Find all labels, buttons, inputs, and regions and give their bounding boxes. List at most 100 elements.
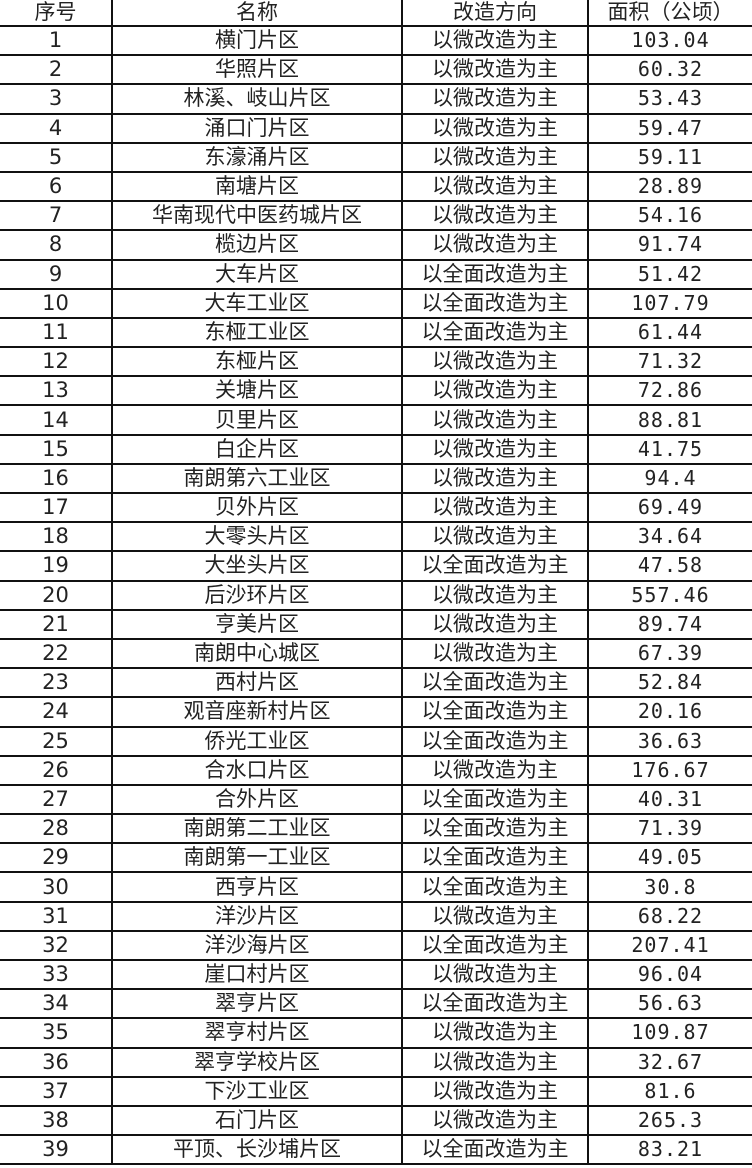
cell-name: 东桠片区 [111, 346, 403, 378]
cell-index: 17 [0, 491, 113, 524]
cell-area: 54.16 [587, 200, 752, 232]
table-row: 26 合水口片区 以微改造为主 176.67 [0, 754, 752, 786]
cell-direction: 以全面改造为主 [401, 696, 589, 728]
table-row: 14 贝里片区 以微改造为主 88.81 [0, 404, 752, 436]
cell-name: 洋沙海片区 [111, 929, 403, 962]
cell-index: 26 [0, 754, 113, 786]
cell-direction: 以微改造为主 [401, 1104, 589, 1137]
table-row: 3 林溪、岐山片区 以微改造为主 53.43 [0, 83, 752, 115]
table-row: 30 西亨片区 以全面改造为主 30.8 [0, 871, 752, 903]
cell-name: 崖口村片区 [111, 958, 403, 991]
cell-area: 81.6 [587, 1075, 752, 1107]
table-row: 15 白企片区 以微改造为主 41.75 [0, 433, 752, 465]
cell-direction: 以全面改造为主 [401, 725, 589, 757]
table-row: 37 下沙工业区 以微改造为主 81.6 [0, 1075, 752, 1107]
cell-area: 20.16 [587, 696, 752, 728]
cell-direction: 以全面改造为主 [401, 287, 589, 319]
cell-area: 59.47 [587, 112, 752, 144]
cell-direction: 以全面改造为主 [401, 813, 589, 845]
cell-name: 后沙环片区 [111, 579, 403, 611]
table-row: 36 翠亨学校片区 以微改造为主 32.67 [0, 1046, 752, 1078]
cell-index: 23 [0, 667, 113, 699]
header-name: 名称 [111, 0, 403, 27]
cell-direction: 以全面改造为主 [401, 783, 589, 816]
cell-name: 合外片区 [111, 783, 403, 816]
cell-index: 22 [0, 637, 113, 670]
table-row: 38 石门片区 以微改造为主 265.3 [0, 1104, 752, 1137]
cell-direction: 以微改造为主 [401, 141, 589, 173]
cell-direction: 以全面改造为主 [401, 871, 589, 903]
cell-name: 西亨片区 [111, 871, 403, 903]
cell-index: 5 [0, 141, 113, 173]
cell-area: 69.49 [587, 491, 752, 524]
cell-name: 涌口门片区 [111, 112, 403, 144]
cell-index: 19 [0, 550, 113, 582]
cell-index: 33 [0, 958, 113, 991]
cell-area: 67.39 [587, 637, 752, 670]
cell-direction: 以微改造为主 [401, 958, 589, 991]
cell-index: 32 [0, 929, 113, 962]
cell-index: 18 [0, 521, 113, 553]
cell-name: 大车片区 [111, 258, 403, 290]
cell-direction: 以微改造为主 [401, 54, 589, 86]
table-row: 2 华照片区 以微改造为主 60.32 [0, 54, 752, 86]
cell-area: 83.21 [587, 1134, 752, 1166]
cell-index: 37 [0, 1075, 113, 1107]
table-row: 13 关塘片区 以微改造为主 72.86 [0, 375, 752, 407]
table-row: 27 合外片区 以全面改造为主 40.31 [0, 783, 752, 816]
cell-area: 94.4 [587, 462, 752, 495]
table-row: 22 南朗中心城区 以微改造为主 67.39 [0, 637, 752, 670]
cell-direction: 以微改造为主 [401, 170, 589, 203]
cell-index: 11 [0, 316, 113, 349]
cell-name: 南朗中心城区 [111, 637, 403, 670]
cell-area: 61.44 [587, 316, 752, 349]
table-row: 16 南朗第六工业区 以微改造为主 94.4 [0, 462, 752, 495]
cell-index: 8 [0, 229, 113, 261]
cell-area: 207.41 [587, 929, 752, 962]
table-row: 20 后沙环片区 以微改造为主 557.46 [0, 579, 752, 611]
cell-direction: 以微改造为主 [401, 637, 589, 670]
cell-area: 109.87 [587, 1017, 752, 1049]
header-direction: 改造方向 [401, 0, 589, 27]
cell-direction: 以微改造为主 [401, 433, 589, 465]
cell-direction: 以微改造为主 [401, 521, 589, 553]
cell-area: 51.42 [587, 258, 752, 290]
cell-direction: 以微改造为主 [401, 1017, 589, 1049]
cell-name: 石门片区 [111, 1104, 403, 1137]
cell-name: 大零头片区 [111, 521, 403, 553]
cell-area: 60.32 [587, 54, 752, 86]
cell-index: 27 [0, 783, 113, 816]
cell-area: 557.46 [587, 579, 752, 611]
table-row: 35 翠亨村片区 以微改造为主 109.87 [0, 1017, 752, 1049]
cell-area: 107.79 [587, 287, 752, 319]
cell-area: 265.3 [587, 1104, 752, 1137]
cell-index: 4 [0, 112, 113, 144]
cell-direction: 以微改造为主 [401, 24, 589, 57]
cell-area: 88.81 [587, 404, 752, 436]
table-row: 12 东桠片区 以微改造为主 71.32 [0, 346, 752, 378]
cell-area: 68.22 [587, 900, 752, 932]
cell-area: 30.8 [587, 871, 752, 903]
table-row: 24 观音座新村片区 以全面改造为主 20.16 [0, 696, 752, 728]
cell-name: 东桠工业区 [111, 316, 403, 349]
table-row: 29 南朗第一工业区 以全面改造为主 49.05 [0, 842, 752, 874]
cell-area: 56.63 [587, 988, 752, 1020]
cell-direction: 以全面改造为主 [401, 316, 589, 349]
cell-name: 翠亨片区 [111, 988, 403, 1020]
cell-name: 侨光工业区 [111, 725, 403, 757]
cell-area: 36.63 [587, 725, 752, 757]
cell-direction: 以微改造为主 [401, 462, 589, 495]
table-row: 18 大零头片区 以微改造为主 34.64 [0, 521, 752, 553]
cell-index: 31 [0, 900, 113, 932]
cell-name: 南朗第一工业区 [111, 842, 403, 874]
cell-name: 林溪、岐山片区 [111, 83, 403, 115]
cell-area: 71.32 [587, 346, 752, 378]
header-row: 序号 名称 改造方向 面积（公顷） [0, 0, 752, 27]
cell-name: 下沙工业区 [111, 1075, 403, 1107]
cell-index: 34 [0, 988, 113, 1020]
table-row: 32 洋沙海片区 以全面改造为主 207.41 [0, 929, 752, 962]
cell-name: 南朗第二工业区 [111, 813, 403, 845]
cell-name: 南塘片区 [111, 170, 403, 203]
cell-name: 西村片区 [111, 667, 403, 699]
